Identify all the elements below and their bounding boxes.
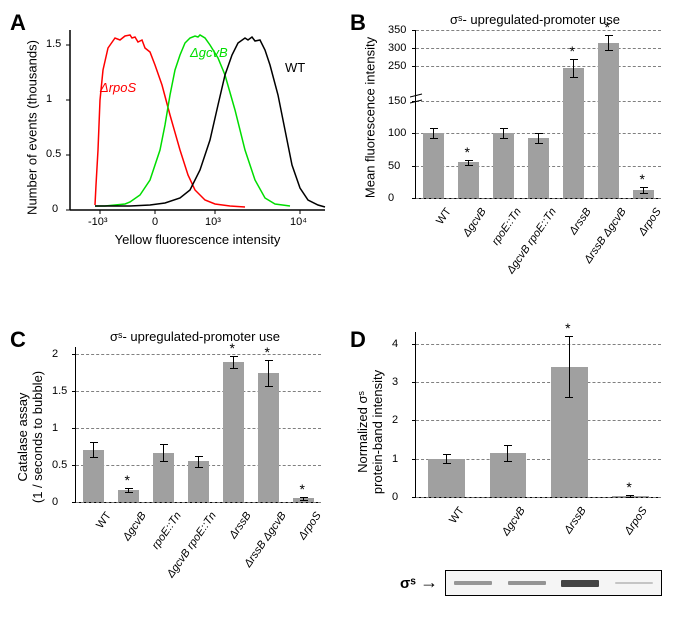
- panel-b-ylabel: Mean fluorescence intensity: [363, 33, 378, 203]
- ytick: 0: [52, 203, 58, 215]
- panel-b-chart: 050100150250300350WT*ΔgcvBrpoE::TnΔgcvB …: [415, 30, 661, 199]
- ytick: 1.5: [46, 38, 61, 50]
- panel-c-title: σˢ- upregulated-promoter use: [70, 329, 320, 344]
- western-sigma-label: σˢ →: [400, 572, 438, 593]
- ytick: 0.5: [46, 148, 61, 160]
- western-band: [615, 582, 653, 584]
- curve-label-gcvB: ΔgcvB: [190, 45, 228, 60]
- panel-a-xlabel: Yellow fluorescence intensity: [70, 232, 325, 247]
- panel-a-label: A: [10, 10, 26, 36]
- panel-d-label: D: [350, 327, 366, 353]
- panel-a-ylabel: Number of events (thousands): [25, 38, 40, 218]
- panel-c-chart: 00.511.52WT*ΔgcvBrpoE::TnΔgcvB rpoE::Tn*…: [75, 347, 321, 503]
- western-band: [508, 581, 546, 585]
- panel-c-label: C: [10, 327, 26, 353]
- xtick: -10³: [88, 216, 108, 228]
- panel-a-chart: 0 0.5 1 1.5 -10³ 0 10³ 10⁴ ΔrpoS ΔgcvB W…: [70, 30, 325, 210]
- panel-b-title: σˢ- upregulated-promoter use: [410, 12, 660, 27]
- xtick: 10³: [205, 216, 221, 228]
- ytick: 1: [46, 93, 52, 105]
- western-band: [561, 580, 599, 587]
- western-band: [454, 581, 492, 585]
- panel-d-chart: 01234WTΔgcvB*ΔrssB*ΔrpoS: [415, 332, 661, 498]
- curve-label-WT: WT: [285, 60, 305, 75]
- panel-a: A Number of events (thousands): [10, 10, 330, 307]
- xtick: 10⁴: [290, 216, 307, 228]
- panel-d-ylabel: Normalized σˢ protein-band intensity: [355, 362, 385, 502]
- curve-label-rpoS: ΔrpoS: [100, 80, 136, 95]
- panel-d: D Normalized σˢ protein-band intensity 0…: [350, 327, 670, 624]
- panel-b: B σˢ- upregulated-promoter use Mean fluo…: [350, 10, 670, 307]
- panel-c: C σˢ- upregulated-promoter use Catalase …: [10, 327, 330, 624]
- western-blot-box: [445, 570, 662, 596]
- xtick: 0: [152, 216, 158, 228]
- panel-c-ylabel: Catalase assay (1 / seconds to bubble): [15, 367, 45, 507]
